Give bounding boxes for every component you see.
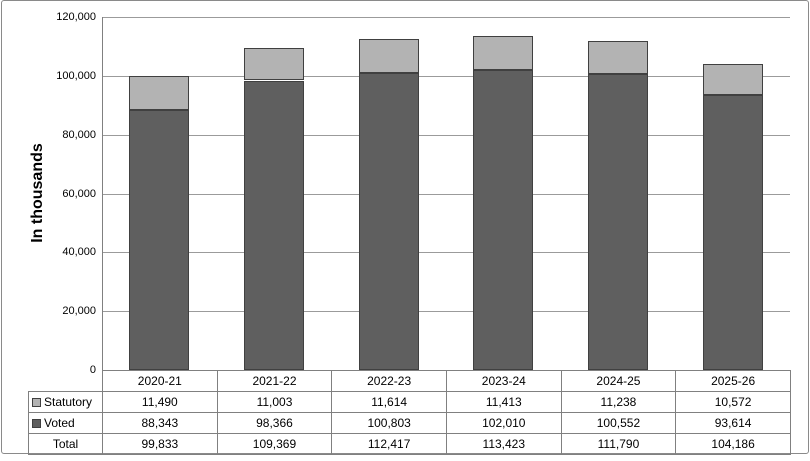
y-tick-label-100,000: 100,000 [56,70,96,82]
cell-total-2025-26: 104,186 [675,433,791,455]
table-row-voted: Voted 88,343 98,366 100,803 102,010 100,552 93… [28,412,791,434]
category-label-2022-23: 2022-23 [331,370,447,392]
gridline-120,000 [102,17,790,18]
table-header-row: 2020-21 2021-22 2022-23 2023-24 2024-25 2025-… [29,370,791,392]
cell-statutory-2021-22: 11,003 [216,391,333,413]
table-row-total: Total 99,833 109,369 112,417 113,423 111,790 1… [28,433,791,455]
cell-voted-2025-26: 93,614 [675,412,791,434]
legend-key-icon-statutory [32,398,41,407]
bar-segment-statutory-2021-22 [244,48,304,80]
row-label-total: Total [28,433,103,455]
cell-statutory-2022-23: 11,614 [331,391,447,413]
cell-voted-2020-21: 88,343 [102,412,218,434]
row-label-statutory: Statutory [28,391,103,413]
category-label-2025-26: 2025-26 [675,370,791,392]
cell-statutory-2020-21: 11,490 [102,391,218,413]
legend-key-icon-voted [32,419,41,428]
bar-segment-voted-2020-21 [129,110,189,370]
bar-segment-statutory-2022-23 [359,39,419,73]
bar-segment-statutory-2024-25 [588,41,648,74]
y-tick-label-60,000: 60,000 [62,188,96,200]
row-label-text: Voted [44,416,75,430]
gridline-80,000 [102,135,790,136]
category-label-2023-24: 2023-24 [445,370,562,392]
cell-total-2024-25: 111,790 [560,433,677,455]
gridline-100,000 [102,76,790,77]
bar-segment-voted-2022-23 [359,73,419,370]
cell-statutory-2024-25: 11,238 [560,391,677,413]
cell-total-2023-24: 113,423 [445,433,562,455]
row-label-text: Total [52,437,79,451]
y-tick-label-20,000: 20,000 [62,305,96,317]
bar-segment-voted-2025-26 [703,95,763,370]
cell-voted-2023-24: 102,010 [445,412,562,434]
table-row-statutory: Statutory 11,490 11,003 11,614 11,413 11,238 1… [28,391,791,413]
cell-total-2022-23: 112,417 [331,433,447,455]
bar-segment-statutory-2020-21 [129,76,189,110]
y-tick-label-0: 0 [89,364,96,376]
cell-voted-2024-25: 100,552 [560,412,677,434]
bar-segment-statutory-2023-24 [473,36,533,70]
cell-statutory-2025-26: 10,572 [675,391,791,413]
category-label-2021-22: 2021-22 [216,370,333,392]
category-label-2024-25: 2024-25 [560,370,677,392]
bar-segment-voted-2021-22 [244,81,304,370]
gridline-40,000 [102,252,790,253]
bar-segment-statutory-2025-26 [703,64,763,95]
y-axis-line [102,17,103,370]
row-label-text: Statutory [44,395,93,409]
y-tick-label-40,000: 40,000 [62,246,96,258]
cell-total-2021-22: 109,369 [216,433,333,455]
plot-area [102,17,790,370]
cell-voted-2022-23: 100,803 [331,412,447,434]
cell-statutory-2023-24: 11,413 [445,391,562,413]
bar-segment-voted-2024-25 [588,74,648,370]
gridline-60,000 [102,194,790,195]
table-corner-cell [29,371,103,392]
cell-voted-2021-22: 98,366 [216,412,333,434]
data-table: 2020-21 2021-22 2022-23 2023-24 2024-25 2025-… [28,370,791,455]
category-label-2020-21: 2020-21 [102,370,218,392]
gridline-20,000 [102,311,790,312]
y-tick-label-120,000: 120,000 [56,11,96,23]
bar-segment-voted-2023-24 [473,70,533,370]
y-tick-label-80,000: 80,000 [62,129,96,141]
row-label-voted: Voted [28,412,103,434]
cell-total-2020-21: 99,833 [102,433,218,455]
